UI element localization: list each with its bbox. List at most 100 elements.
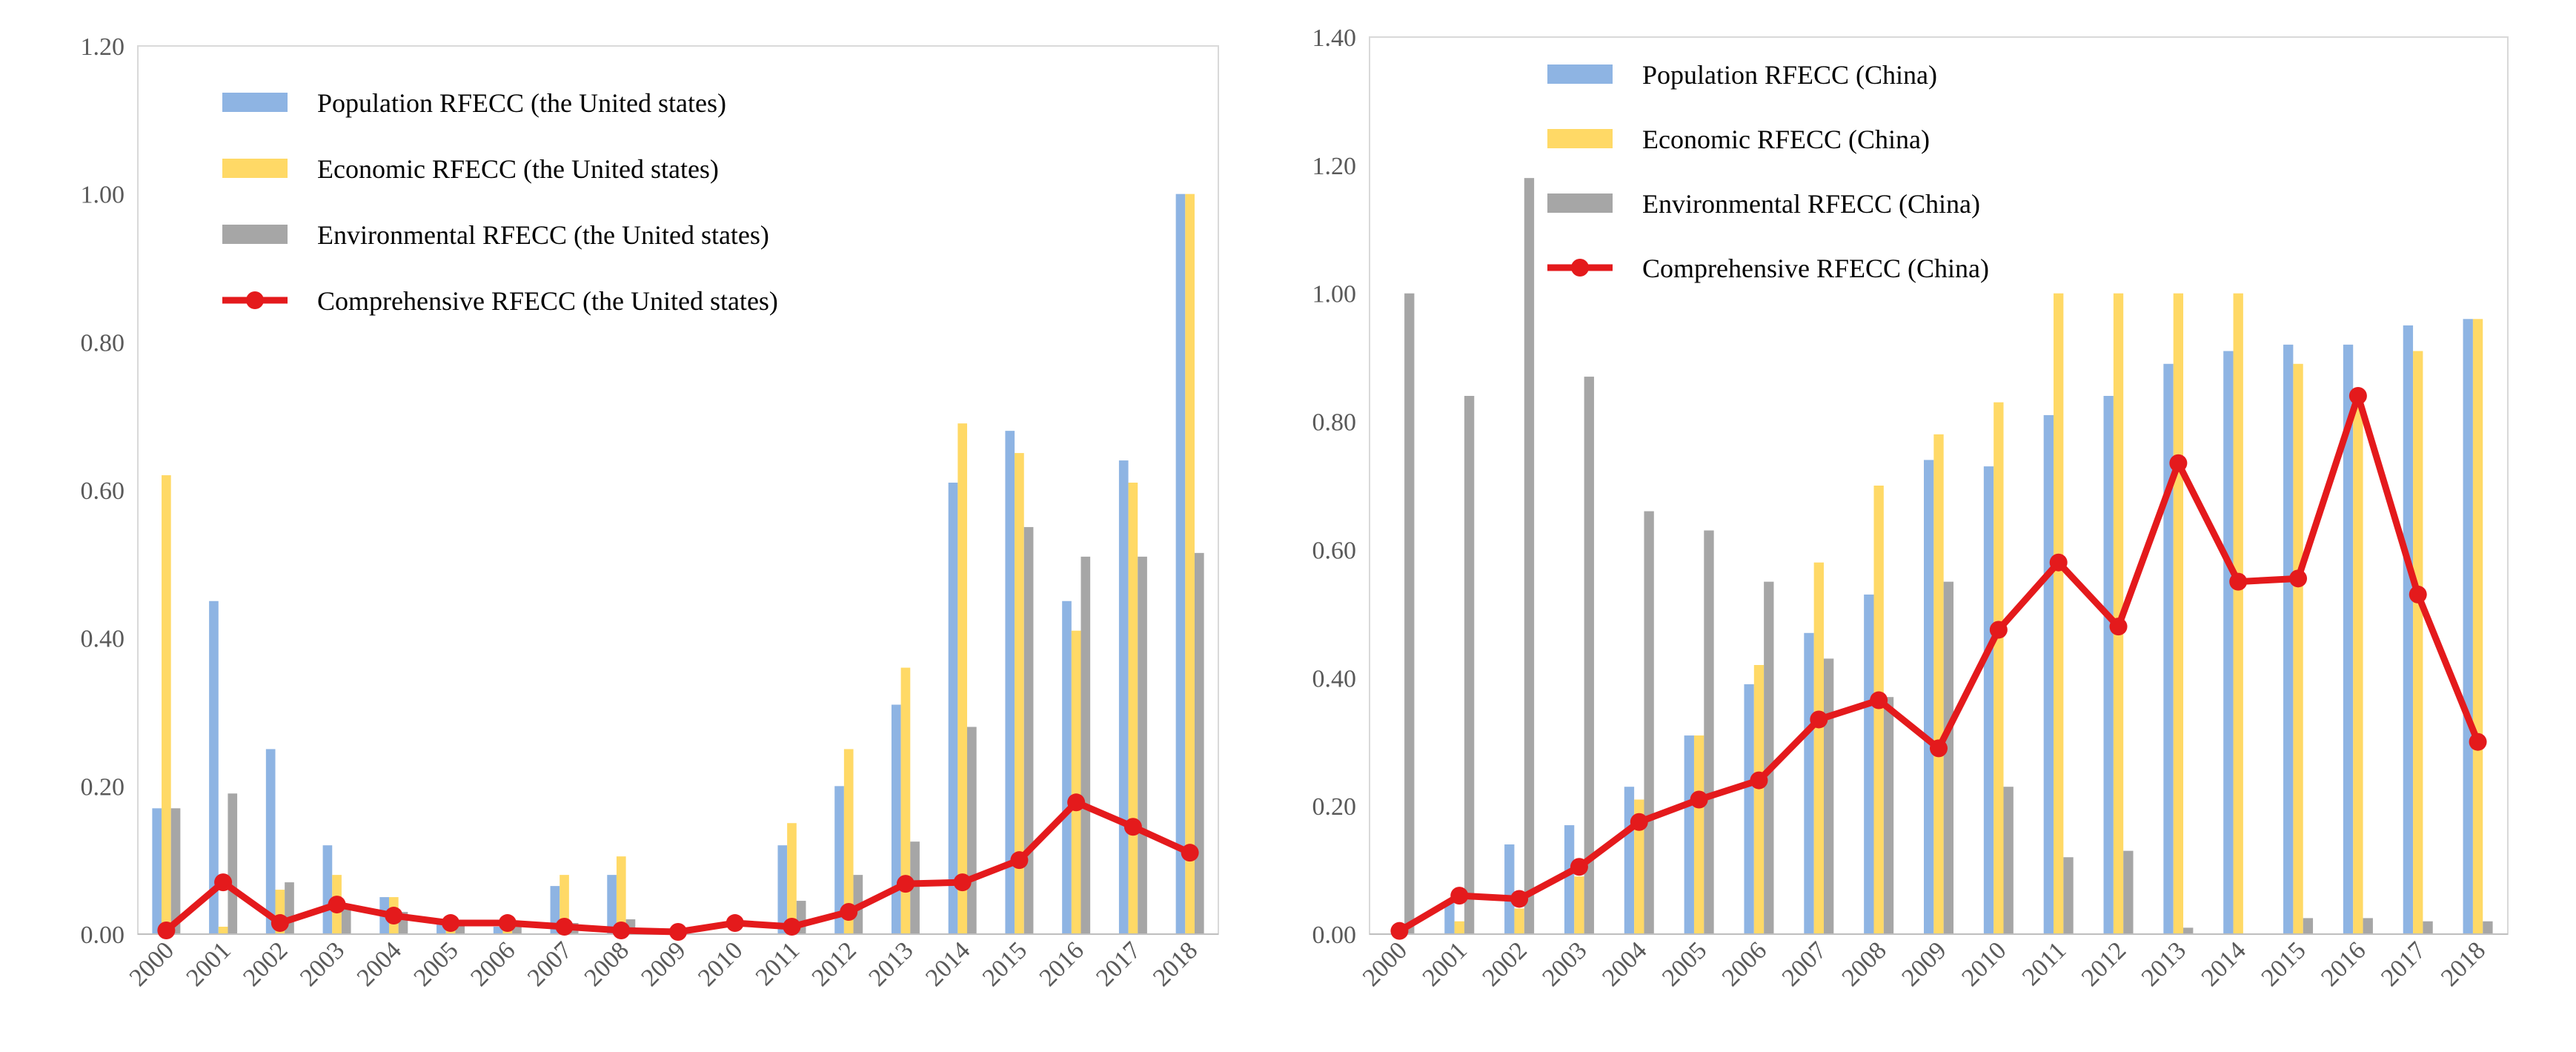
x-tick-label: 2006 bbox=[1717, 936, 1772, 991]
x-tick-label: 2008 bbox=[1837, 936, 1892, 991]
line-point-china-2002 bbox=[1510, 890, 1529, 908]
line-point-us-2001 bbox=[214, 873, 233, 892]
x-tick-label: 2004 bbox=[1597, 936, 1652, 991]
bar-us-s0-2006 bbox=[493, 927, 503, 934]
x-tick-label: 2003 bbox=[1537, 936, 1592, 991]
legend-label-us-3: Comprehensive RFECC (the United states) bbox=[317, 286, 778, 316]
bar-us-s1-2018 bbox=[1185, 193, 1195, 935]
bar-us-s0-2001 bbox=[209, 601, 219, 934]
x-tick-label: 2010 bbox=[1956, 936, 2011, 991]
bar-china-s2-2013 bbox=[2183, 927, 2194, 934]
bar-us-s1-2001 bbox=[218, 927, 228, 934]
line-point-china-2000 bbox=[1390, 922, 1409, 940]
legend-swatch-us-0 bbox=[222, 93, 288, 112]
bar-china-s1-2005 bbox=[1693, 735, 1704, 934]
bar-us-s0-2017 bbox=[1118, 460, 1129, 934]
x-tick-label: 2004 bbox=[352, 936, 407, 991]
y-tick-label: 0.20 bbox=[81, 773, 125, 801]
x-tick-label: 2017 bbox=[1091, 936, 1146, 991]
y-tick-label: 0.80 bbox=[1312, 409, 1357, 437]
x-tick-label: 2011 bbox=[751, 936, 805, 990]
x-tick-label: 2013 bbox=[2137, 936, 2191, 991]
line-point-us-2014 bbox=[953, 873, 972, 892]
line-point-us-2000 bbox=[157, 922, 176, 940]
bar-china-s2-2000 bbox=[1404, 293, 1415, 934]
line-point-us-2003 bbox=[328, 896, 346, 914]
bar-us-s1-2000 bbox=[162, 475, 171, 934]
x-tick-label: 2018 bbox=[2436, 936, 2491, 991]
bar-us-s0-2000 bbox=[152, 808, 162, 934]
bar-china-s2-2004 bbox=[1644, 511, 1654, 934]
bar-china-s2-2008 bbox=[1883, 697, 1894, 934]
bar-china-s0-2006 bbox=[1744, 684, 1754, 934]
legend-label-us-2: Environmental RFECC (the United states) bbox=[317, 220, 769, 250]
x-tick-label: 2013 bbox=[863, 936, 918, 991]
line-point-china-2005 bbox=[1690, 790, 1708, 809]
legend-label-us-1: Economic RFECC (the United states) bbox=[317, 154, 719, 184]
y-tick-label: 1.20 bbox=[81, 33, 125, 61]
bar-china-s2-2016 bbox=[2363, 918, 2373, 934]
bar-us-s1-2012 bbox=[843, 749, 854, 934]
bar-china-s0-2013 bbox=[2163, 363, 2174, 934]
legend-label-china-1: Economic RFECC (China) bbox=[1642, 125, 1930, 154]
bar-us-s1-2014 bbox=[957, 423, 968, 934]
x-tick-label: 2017 bbox=[2376, 936, 2431, 991]
line-point-china-2001 bbox=[1450, 887, 1469, 905]
y-tick-label: 1.00 bbox=[81, 182, 125, 209]
line-point-us-2016 bbox=[1067, 793, 1086, 812]
line-point-china-2014 bbox=[2229, 572, 2248, 591]
line-point-us-2011 bbox=[783, 918, 801, 936]
bar-us-s0-2015 bbox=[1005, 431, 1015, 934]
bar-us-s2-2006 bbox=[512, 927, 522, 934]
bar-china-s2-2002 bbox=[1524, 178, 1535, 935]
bar-us-s1-2013 bbox=[900, 667, 911, 934]
bar-china-s0-2011 bbox=[2043, 414, 2054, 934]
bar-us-s2-2000 bbox=[170, 808, 181, 934]
x-tick-label: 2005 bbox=[408, 936, 463, 991]
bar-china-s2-2001 bbox=[1464, 396, 1475, 934]
y-tick-label: 1.00 bbox=[1312, 281, 1357, 308]
x-tick-label: 2003 bbox=[295, 936, 350, 991]
bar-us-s2-2013 bbox=[910, 841, 920, 934]
x-tick-label: 2005 bbox=[1657, 936, 1712, 991]
bar-china-s0-2005 bbox=[1684, 735, 1694, 934]
us-rfecc-chart: 0.00 0.20 0.40 0.60 0.80 1.00 1.20 2000 2001 2002… bbox=[81, 33, 1219, 992]
bar-china-s0-2002 bbox=[1504, 844, 1515, 934]
bar-us-s1-2017 bbox=[1128, 483, 1138, 934]
line-point-china-2009 bbox=[1930, 739, 1948, 758]
bar-china-s0-2001 bbox=[1444, 902, 1455, 934]
bar-china-s1-2007 bbox=[1813, 562, 1824, 934]
china-rfecc-chart: 0.00 0.20 0.40 0.60 0.80 1.00 1.20 1.40 2000 2001… bbox=[1312, 24, 2509, 992]
legend-swatch-us-1 bbox=[222, 159, 288, 178]
x-tick-label: 2012 bbox=[807, 936, 862, 991]
bar-us-s0-2008 bbox=[607, 875, 617, 934]
bar-china-s0-2010 bbox=[1983, 466, 1994, 934]
bar-us-s2-2016 bbox=[1080, 556, 1091, 934]
bar-us-s1-2008 bbox=[616, 856, 626, 934]
x-tick-label: 2000 bbox=[125, 936, 179, 991]
bar-china-s1-2004 bbox=[1634, 799, 1644, 934]
bar-china-s1-2012 bbox=[2113, 293, 2124, 934]
legend-swatch-china-2 bbox=[1547, 193, 1613, 213]
line-point-us-2018 bbox=[1181, 844, 1199, 862]
line-point-us-2006 bbox=[498, 914, 517, 933]
x-tick-label: 2007 bbox=[522, 936, 577, 991]
line-point-us-2017 bbox=[1123, 818, 1142, 836]
line-point-china-2012 bbox=[2109, 618, 2128, 636]
x-tick-label: 2014 bbox=[2197, 936, 2251, 991]
line-point-us-2005 bbox=[442, 914, 460, 933]
line-point-us-2007 bbox=[555, 918, 574, 936]
x-tick-label: 2000 bbox=[1358, 936, 1413, 991]
bar-china-s2-2011 bbox=[2063, 857, 2074, 934]
bar-china-s0-2017 bbox=[2403, 325, 2414, 934]
line-point-us-2010 bbox=[726, 914, 744, 933]
bar-us-s0-2012 bbox=[834, 786, 844, 934]
comprehensive-line-us bbox=[164, 798, 1192, 936]
y-tick-label: 1.40 bbox=[1312, 24, 1357, 52]
bar-china-s2-2018 bbox=[2483, 921, 2493, 934]
bar-china-s0-2007 bbox=[1804, 632, 1814, 934]
y-tick-label: 0.60 bbox=[1312, 537, 1357, 564]
bar-us-s0-2002 bbox=[265, 749, 276, 934]
line-point-us-2008 bbox=[612, 922, 631, 940]
legend-swatch-us-2 bbox=[222, 225, 288, 244]
